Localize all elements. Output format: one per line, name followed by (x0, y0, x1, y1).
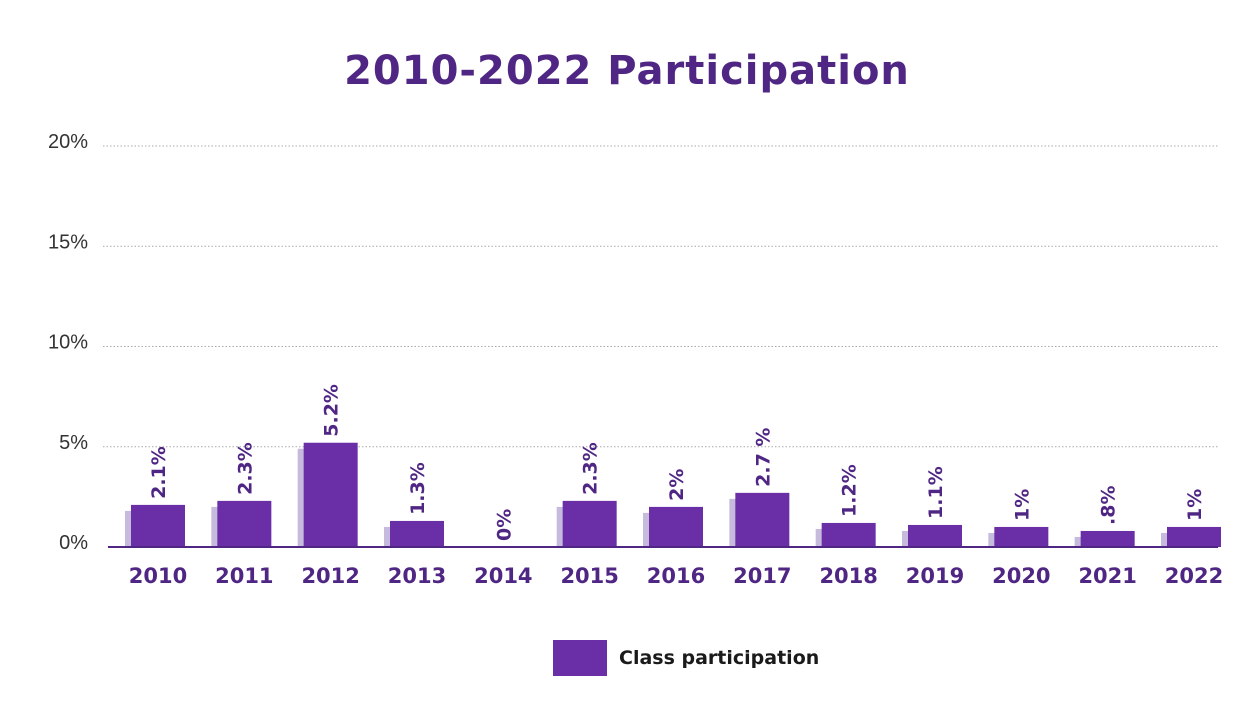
x-tick-label: 2010 (129, 564, 187, 588)
data-label: 1.1% (925, 466, 947, 519)
x-tick-label: 2018 (819, 564, 877, 588)
bar (390, 520, 444, 547)
y-tick-label: 5% (59, 432, 88, 454)
bar (649, 506, 703, 547)
x-tick-label: 2014 (474, 564, 532, 588)
gridlines (103, 145, 1218, 448)
legend-label: Class participation (619, 647, 820, 669)
data-label: 2.1% (148, 446, 170, 499)
x-tick-label: 2013 (388, 564, 446, 588)
x-tick-label: 2021 (1078, 564, 1136, 588)
x-tick-label: 2011 (215, 564, 273, 588)
y-axis-ticks: 0% 5% 10% 15% 20% (48, 131, 88, 554)
x-tick-label: 2022 (1165, 564, 1223, 588)
data-label: 1.2% (839, 464, 861, 517)
bar (1080, 530, 1135, 547)
bar (303, 442, 358, 547)
data-label: 2.7 % (752, 428, 774, 487)
data-label: 5.2% (321, 384, 343, 437)
data-label: 1% (1184, 489, 1206, 521)
data-labels: 2.1% 2.3% 5.2% 1.3% 0% 2.3% 2% 2.7 % 1.2% 1.1% 1%.… (148, 384, 1206, 541)
data-label: 0% (493, 509, 515, 541)
legend-swatch (553, 640, 607, 676)
data-label: .8% (1098, 485, 1120, 524)
data-label: 2% (666, 469, 688, 501)
bar (562, 500, 617, 547)
y-tick-label: 0% (59, 532, 88, 554)
data-label: 1.3% (407, 462, 429, 515)
x-tick-label: 2017 (733, 564, 791, 588)
y-tick-label: 10% (48, 332, 88, 354)
bar (217, 500, 272, 547)
data-label: 2.3% (580, 442, 602, 495)
bar (994, 526, 1049, 547)
bar (131, 504, 185, 547)
x-tick-label: 2015 (560, 564, 618, 588)
x-tick-label: 2019 (906, 564, 964, 588)
legend: Class participation (553, 640, 819, 676)
x-tick-label: 2020 (992, 564, 1050, 588)
bar (1167, 526, 1221, 547)
bar (821, 522, 876, 547)
bar (908, 524, 962, 547)
x-tick-label: 2012 (301, 564, 359, 588)
y-tick-label: 20% (48, 131, 88, 153)
x-tick-label: 2016 (647, 564, 705, 588)
data-label: 2.3% (234, 442, 256, 495)
data-label: 1% (1011, 489, 1033, 521)
bar (735, 492, 790, 547)
y-tick-label: 15% (48, 231, 88, 253)
x-axis-ticks: 2010 2011 2012 2013 2014 2015 2016 2017 2018 2019… (129, 564, 1223, 588)
chart-title: 2010-2022 Participation (344, 48, 910, 94)
bars (125, 442, 1221, 547)
